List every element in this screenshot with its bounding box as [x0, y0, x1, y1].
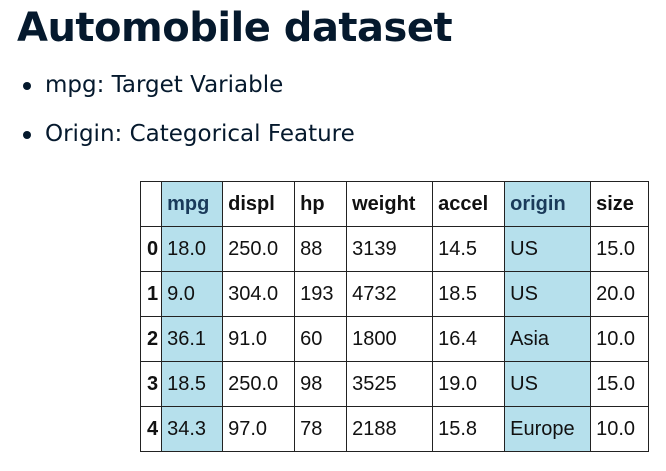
column-header-accel: accel [432, 181, 506, 227]
column-header-origin: origin [504, 181, 592, 227]
cell-hp: 98 [294, 361, 348, 407]
cell-displ: 250.0 [222, 226, 296, 272]
cell-origin: Asia [504, 316, 592, 362]
row-index: 2 [139, 316, 163, 362]
cell-mpg: 18.0 [161, 226, 224, 272]
cell-hp: 88 [294, 226, 348, 272]
cell-displ: 91.0 [222, 316, 296, 362]
cell-accel: 18.5 [432, 271, 506, 317]
bullet-dot-icon [23, 131, 31, 139]
bullet-dot-icon [23, 82, 31, 90]
cell-size: 10.0 [590, 406, 650, 452]
table-row: 4 34.3 97.0 78 2188 15.8 Europe 10.0 [139, 406, 650, 452]
cell-displ: 304.0 [222, 271, 296, 317]
cell-accel: 16.4 [432, 316, 506, 362]
cell-mpg: 34.3 [161, 406, 224, 452]
cell-origin: US [504, 226, 592, 272]
column-header-displ: displ [222, 181, 296, 227]
row-index: 0 [139, 226, 163, 272]
cell-origin: Europe [504, 406, 592, 452]
cell-size: 15.0 [590, 361, 650, 407]
bullet-item-origin: Origin: Categorical Feature [20, 117, 355, 152]
cell-weight: 1800 [346, 316, 434, 362]
cell-displ: 250.0 [222, 361, 296, 407]
cell-size: 15.0 [590, 226, 650, 272]
column-header-mpg: mpg [161, 181, 224, 227]
bullet-text: Origin: Categorical Feature [45, 121, 355, 147]
cell-size: 20.0 [590, 271, 650, 317]
cell-accel: 15.8 [432, 406, 506, 452]
bullet-item-mpg: mpg: Target Variable [20, 68, 355, 103]
column-header-size: size [590, 181, 650, 227]
table-header-row: mpg displ hp weight accel origin size [139, 181, 650, 227]
row-index: 3 [139, 361, 163, 407]
cell-displ: 97.0 [222, 406, 296, 452]
cell-hp: 193 [294, 271, 348, 317]
cell-weight: 3525 [346, 361, 434, 407]
bullet-text: mpg: Target Variable [45, 72, 284, 98]
cell-weight: 4732 [346, 271, 434, 317]
cell-origin: US [504, 271, 592, 317]
table-row: 1 9.0 304.0 193 4732 18.5 US 20.0 [139, 271, 650, 317]
page-title: Automobile dataset [17, 5, 453, 51]
table-row: 0 18.0 250.0 88 3139 14.5 US 15.0 [139, 226, 650, 272]
table-row: 2 36.1 91.0 60 1800 16.4 Asia 10.0 [139, 316, 650, 362]
cell-origin: US [504, 361, 592, 407]
data-table: mpg displ hp weight accel origin size 0 … [139, 181, 650, 452]
cell-mpg: 18.5 [161, 361, 224, 407]
cell-mpg: 36.1 [161, 316, 224, 362]
cell-size: 10.0 [590, 316, 650, 362]
row-index: 4 [139, 406, 163, 452]
cell-hp: 60 [294, 316, 348, 362]
table-row: 3 18.5 250.0 98 3525 19.0 US 15.0 [139, 361, 650, 407]
cell-weight: 2188 [346, 406, 434, 452]
column-header-weight: weight [346, 181, 434, 227]
cell-accel: 14.5 [432, 226, 506, 272]
cell-weight: 3139 [346, 226, 434, 272]
bullet-list: mpg: Target Variable Origin: Categorical… [20, 68, 355, 166]
row-index: 1 [139, 271, 163, 317]
index-header [139, 181, 163, 227]
cell-hp: 78 [294, 406, 348, 452]
column-header-hp: hp [294, 181, 348, 227]
cell-mpg: 9.0 [161, 271, 224, 317]
cell-accel: 19.0 [432, 361, 506, 407]
